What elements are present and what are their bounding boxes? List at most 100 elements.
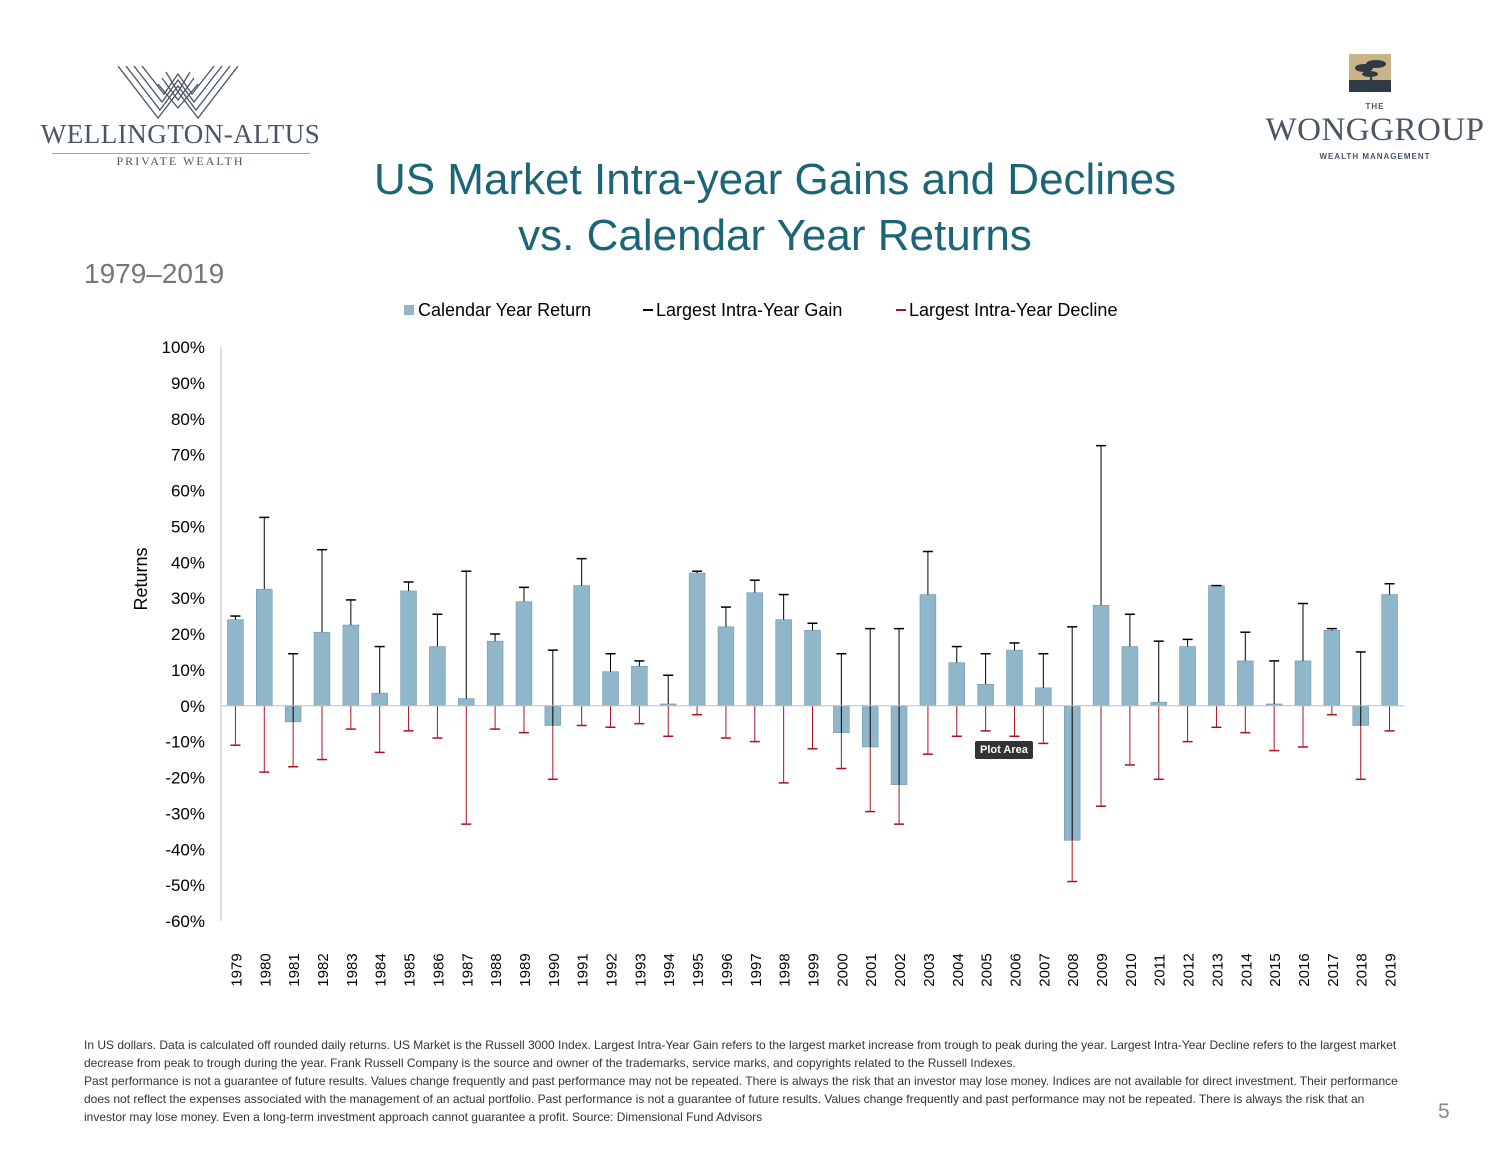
x-tick-label: 1986	[430, 953, 447, 986]
x-tick-label: 1983	[344, 953, 361, 986]
footnote-paragraph-1: In US dollars. Data is calculated off ro…	[84, 1038, 1397, 1070]
legend-label-gain: Largest Intra-Year Gain	[656, 300, 842, 320]
bar-2011	[1150, 701, 1167, 707]
x-tick-label: 1988	[488, 953, 505, 986]
x-tick-label: 2001	[863, 953, 880, 986]
x-tick-label: 2019	[1383, 953, 1400, 986]
title-line-1: US Market Intra-year Gains and Declines	[373, 155, 1177, 204]
x-tick-label: 2018	[1354, 953, 1371, 986]
bar-2019	[1381, 594, 1398, 707]
y-tick-label: 20%	[171, 625, 205, 644]
y-tick-label: -60%	[165, 912, 205, 931]
bar-1980	[256, 588, 273, 707]
y-tick-label: 30%	[171, 589, 205, 608]
date-range-subtitle: 1979–2019	[84, 258, 225, 289]
bar-1979	[227, 619, 244, 707]
x-tick-label: 2013	[1209, 953, 1226, 986]
x-tick-label: 2004	[950, 953, 967, 986]
bar-1986	[429, 646, 446, 707]
chart-legend: Calendar Year Return Largest Intra-Year G…	[404, 300, 1117, 320]
y-tick-label: 70%	[171, 446, 205, 465]
y-tick-label: 50%	[171, 517, 205, 536]
y-tick-label: 80%	[171, 410, 205, 429]
wellington-altus-name: WELLINGTON-ALTUS	[40, 119, 321, 149]
bar-1997	[746, 592, 764, 707]
x-tick-label: 2007	[1036, 953, 1053, 986]
bar-2005	[977, 683, 994, 707]
bar-1985	[400, 590, 417, 707]
wong-group-logo: THE WONGGROUP WEALTH MANAGEMENT	[1255, 50, 1495, 170]
y-tick-label: 60%	[171, 482, 205, 501]
x-tick-label: 2010	[1123, 953, 1140, 986]
x-tick-label: 1991	[575, 953, 592, 986]
x-tick-label: 1979	[228, 953, 245, 986]
plot-area-tooltip: Plot Area	[975, 741, 1033, 759]
legend-swatch-return	[404, 305, 414, 315]
x-tick-label: 1993	[632, 953, 649, 986]
x-tick-label: 1992	[604, 953, 621, 986]
title-line-2: vs. Calendar Year Returns	[518, 211, 1032, 260]
wellington-altus-logo: WELLINGTON-ALTUS PRIVATE WEALTH	[38, 62, 323, 170]
bar-1999	[804, 630, 821, 707]
wellington-altus-tagline: PRIVATE WEALTH	[116, 154, 245, 168]
y-tick-label: 0%	[180, 697, 205, 716]
wellington-altus-emblem-icon	[118, 65, 238, 120]
x-tick-label: 2015	[1267, 953, 1284, 986]
bar-1988	[486, 640, 504, 707]
bar-1995	[688, 572, 706, 707]
x-tick-label: 2009	[1094, 953, 1111, 986]
x-tick-label: 2003	[921, 953, 938, 986]
y-axis-label: Returns	[131, 547, 151, 610]
y-tick-label: -20%	[165, 769, 205, 788]
bar-2009	[1092, 604, 1110, 707]
bar-1982	[313, 631, 331, 707]
y-tick-label: 90%	[171, 374, 205, 393]
bar-1992	[602, 671, 619, 707]
x-tick-label: 2011	[1152, 954, 1169, 986]
bar-2004	[948, 662, 966, 707]
x-tick-label: 1996	[719, 953, 736, 986]
bar-2012	[1179, 646, 1196, 707]
x-tick-label: 2006	[1007, 953, 1024, 986]
bar-2003	[919, 594, 937, 707]
y-tick-label: -40%	[165, 840, 205, 859]
wong-group-tagline: WEALTH MANAGEMENT	[1319, 152, 1431, 161]
x-tick-label: 2012	[1181, 953, 1198, 986]
x-tick-label: 1989	[517, 953, 534, 986]
x-tick-label: 1980	[257, 953, 274, 986]
bar-2006	[1006, 649, 1023, 707]
bar-2010	[1121, 646, 1139, 707]
bar-2014	[1237, 660, 1254, 707]
bar-2016	[1294, 660, 1312, 707]
bar-1991	[573, 585, 590, 707]
x-tick-label: 1985	[402, 953, 419, 986]
bar-1993	[631, 665, 648, 707]
wong-group-name: WONGGROUP	[1265, 112, 1485, 148]
page-title: US Market Intra-year Gains and Declines …	[250, 152, 1300, 264]
bar-1989	[515, 601, 533, 707]
disclaimer-footnote: In US dollars. Data is calculated off ro…	[84, 1036, 1404, 1126]
x-tick-label: 2014	[1238, 953, 1255, 986]
x-tick-label: 1982	[315, 953, 332, 986]
x-tick-label: 1990	[546, 953, 563, 986]
returns-chart[interactable]: 100% 90% 80% 70% 60% 50% 40% 30% 20% 10% 0% -10% -20…	[0, 0, 1512, 1000]
legend-label-return: Calendar Year Return	[418, 300, 591, 320]
x-tick-label: 2000	[834, 953, 851, 986]
y-tick-label: 100%	[162, 338, 205, 357]
x-tick-label: 2016	[1296, 953, 1313, 986]
legend-label-decline: Largest Intra-Year Decline	[909, 300, 1117, 320]
bonsai-tree-icon	[1349, 54, 1391, 92]
x-tick-label: 2008	[1065, 953, 1082, 986]
page-number: 5	[1438, 1100, 1450, 1123]
x-tick-label: 1997	[748, 953, 765, 986]
bar-1983	[342, 624, 360, 707]
x-tick-label: 1999	[806, 953, 823, 986]
x-tick-label: 1995	[690, 953, 707, 986]
x-tick-label: 2002	[892, 953, 909, 986]
bar-2013	[1208, 585, 1225, 707]
x-tick-label: 1987	[459, 953, 476, 986]
bar-1998	[775, 619, 792, 707]
x-tick-label: 2017	[1325, 953, 1342, 986]
bar-2007	[1035, 687, 1052, 707]
y-tick-label: -50%	[165, 876, 205, 895]
